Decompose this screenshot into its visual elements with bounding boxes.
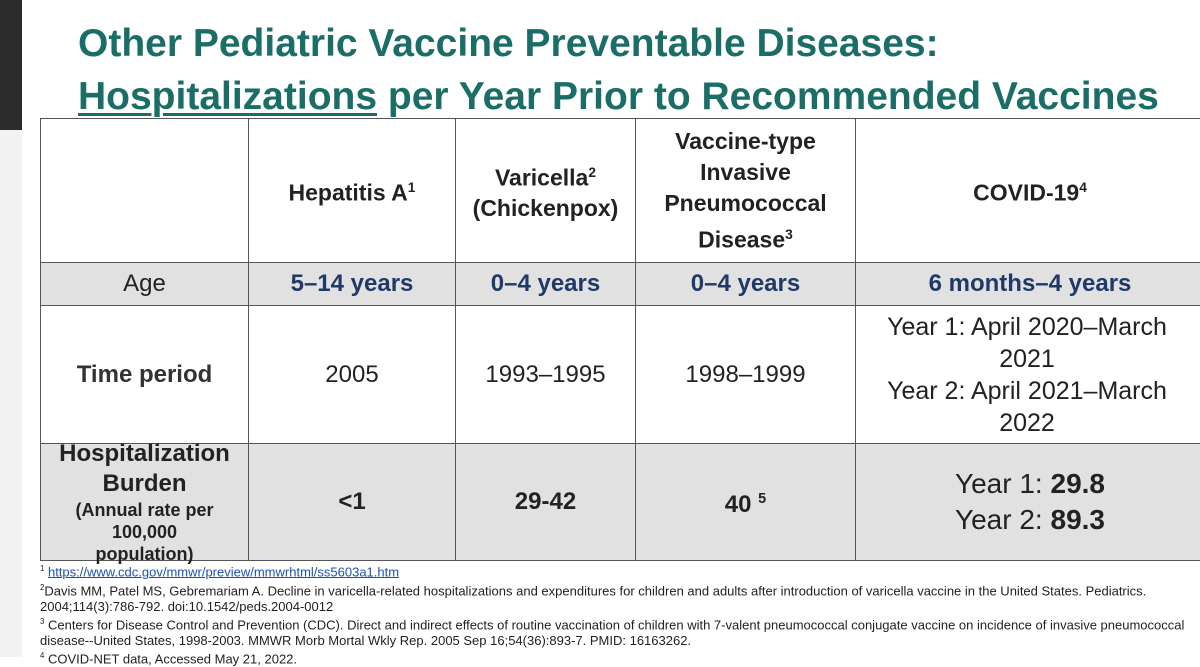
title-rest: per Year Prior to Recommended Vaccines: [387, 75, 1159, 118]
footnotes: 1 https://www.cdc.gov/mmwr/preview/mmwrh…: [40, 561, 1190, 667]
cell: 1993–1995: [455, 305, 636, 444]
side-bar: [0, 130, 22, 657]
header-sub: (Chickenpox): [472, 195, 619, 222]
header: Hepatitis A1: [289, 172, 416, 209]
cell: Year 1: 29.8 Year 2: 89.3: [855, 443, 1200, 561]
title: Hospitalizations per Year Prior to Recom…: [78, 75, 1159, 119]
cell: <1: [248, 443, 456, 561]
cell: 5–14 years: [248, 262, 456, 306]
header-cell: Varicella2 (Chickenpox): [455, 118, 636, 263]
sup: 1: [407, 180, 416, 196]
cell: 40 5: [635, 443, 856, 561]
cell: 6 months–4 years: [855, 262, 1200, 306]
side-bar: [0, 0, 22, 130]
value: 40: [724, 491, 752, 518]
header-cell: [40, 118, 249, 263]
cell-text: 40 5: [725, 483, 766, 521]
label-note: (Annual rate per 100,000 population): [75, 500, 214, 564]
footnote: 1 https://www.cdc.gov/mmwr/preview/mmwrh…: [40, 561, 1190, 580]
footnote-text: Centers for Disease Control and Preventi…: [40, 617, 1185, 648]
sup: 2: [40, 582, 45, 592]
header: Varicella2: [495, 157, 596, 194]
title-underlined: Hospitalizations: [78, 75, 378, 118]
title: Other Pediatric Vaccine Preventable Dise…: [78, 22, 939, 65]
footnote-text: Davis MM, Patel MS, Gebremariam A. Decli…: [40, 583, 1147, 614]
row-label: Time period: [40, 305, 249, 444]
sup: 2: [588, 164, 597, 180]
covid-period: Year 1: April 2020–March 2021: [887, 312, 1167, 373]
footnote: 4 COVID-NET data, Accessed May 21, 2022.: [40, 648, 1190, 667]
cell: 1998–1999: [635, 305, 856, 444]
sup: 3: [40, 617, 45, 627]
row-label: Hospitalization Burden (Annual rate per 1…: [40, 440, 249, 564]
value: 29.8: [1050, 468, 1106, 499]
sup: 3: [785, 226, 793, 242]
header-cell: COVID-194: [855, 118, 1200, 263]
sup: 5: [758, 491, 767, 507]
header-text: Hepatitis A: [288, 179, 408, 206]
header-text: Disease: [698, 226, 786, 253]
header-text: COVID-19: [973, 179, 1080, 206]
cell: Year 1: April 2020–March 2021 Year 2: Apr…: [855, 305, 1200, 444]
header: Disease3: [698, 219, 793, 256]
covid-burden: Year 2: 89.3: [955, 502, 1105, 538]
row-label: Age: [40, 262, 249, 306]
header-cell: Vaccine-type Invasive Pneumococcal Disease3: [635, 118, 856, 263]
cell: 0–4 years: [635, 262, 856, 306]
cell: 2005: [248, 305, 456, 444]
footnote-text: COVID-NET data, Accessed May 21, 2022.: [47, 651, 298, 667]
value: 89.3: [1050, 504, 1106, 535]
covid-period: Year 2: April 2021–March 2022: [887, 376, 1167, 437]
sup: 4: [1079, 180, 1087, 196]
header-line: Vaccine-type: [675, 127, 816, 154]
label: Hospitalization Burden: [59, 440, 230, 497]
header-cell: Hepatitis A1: [248, 118, 456, 263]
header-text: Varicella: [494, 164, 589, 191]
sup: 4: [40, 651, 45, 661]
header-line: Pneumococcal: [664, 189, 827, 216]
cell: 29-42: [455, 443, 636, 561]
header-line: Invasive: [700, 158, 791, 185]
label: Year 1:: [955, 468, 1043, 499]
sup: 1: [40, 564, 45, 573]
header: COVID-194: [973, 172, 1087, 209]
label: Year 2:: [955, 504, 1043, 535]
link[interactable]: https://www.cdc.gov/mmwr/preview/mmwrhtm…: [47, 564, 400, 580]
covid-burden: Year 1: 29.8: [955, 466, 1105, 502]
footnote: 2Davis MM, Patel MS, Gebremariam A. Decl…: [40, 580, 1190, 614]
footnote: 3 Centers for Disease Control and Preven…: [40, 614, 1190, 648]
cell: 0–4 years: [455, 262, 636, 306]
